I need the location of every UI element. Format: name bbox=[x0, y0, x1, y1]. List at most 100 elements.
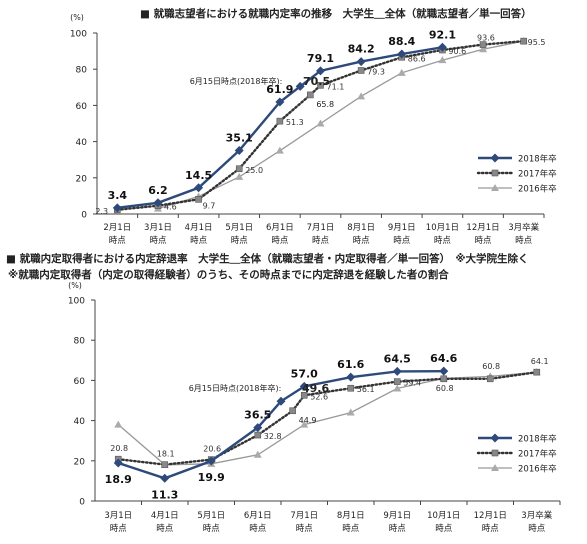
chart1-point-2017年卒 bbox=[276, 117, 284, 125]
chart2-point-2016年卒 bbox=[393, 384, 402, 392]
chart1-data-label-2017年卒: 79.3 bbox=[367, 67, 385, 76]
chart1-data-label-2018年卒: 92.1 bbox=[429, 28, 456, 41]
chart1-point-2017年卒 bbox=[235, 165, 243, 173]
chart2-annotation-value: 49.6 bbox=[302, 382, 329, 395]
chart1-point-2016年卒 bbox=[357, 92, 366, 100]
chart1-data-label-2018年卒: 61.9 bbox=[266, 83, 293, 96]
chart2-point-2018年卒 bbox=[160, 473, 170, 483]
chart2-data-label-2017年卒: 18.1 bbox=[157, 450, 175, 459]
chart2-point-2017年卒 bbox=[347, 384, 355, 392]
chart1-data-label-2017年卒: 2.3 bbox=[95, 207, 108, 216]
chart1-point-2018年卒 bbox=[356, 57, 366, 67]
chart1-point-2018年卒 bbox=[234, 145, 244, 155]
chart1-y-tick-label: 20 bbox=[76, 174, 88, 184]
chart2-x-tick-label: 9月1日 bbox=[383, 511, 411, 521]
chart2-x-tick-label: 時点 bbox=[435, 524, 453, 534]
chart2-point-2016年卒 bbox=[300, 420, 309, 428]
chart1-data-label-2018年卒: 88.4 bbox=[388, 35, 415, 48]
chart1-x-tick-label: 時点 bbox=[149, 236, 167, 246]
chart1-legend-label-2018年卒: 2018年卒 bbox=[518, 154, 557, 165]
chart2-y-tick-label: 80 bbox=[74, 337, 86, 347]
chart2-x-tick-label: 時点 bbox=[203, 524, 221, 534]
chart1-point-2016年卒 bbox=[235, 172, 244, 180]
chart1-x-tick-label: 時点 bbox=[353, 236, 371, 246]
chart2-x-tick-label: 5月1日 bbox=[197, 511, 225, 521]
chart1-point-2018年卒 bbox=[295, 81, 305, 91]
chart2-point-2016年卒 bbox=[114, 420, 123, 428]
chart2-data-label-2017年卒: 60.8 bbox=[482, 362, 500, 371]
chart1-data-label-2017年卒: 90.6 bbox=[448, 47, 466, 56]
chart1-data-label-2017年卒: 93.6 bbox=[477, 34, 495, 43]
chart2-y-tick-label: 40 bbox=[74, 417, 86, 427]
chart2-point-2018年卒 bbox=[253, 423, 263, 433]
chart1-x-tick-label: 時点 bbox=[231, 236, 249, 246]
chart1-point-2016年卒 bbox=[316, 119, 325, 127]
chart2-series-line-2016年卒 bbox=[117, 371, 537, 466]
chart1-point-2018年卒 bbox=[112, 203, 122, 213]
chart1-x-tick-label: 時点 bbox=[190, 236, 208, 246]
chart2-point-2018年卒 bbox=[392, 366, 402, 376]
chart1-series-line-2017年卒 bbox=[116, 39, 525, 211]
chart2-y-tick-label: 0 bbox=[79, 498, 85, 508]
chart1-data-label-2018年卒: 79.1 bbox=[307, 52, 334, 65]
chart2-x-tick-label: 時点 bbox=[482, 524, 500, 534]
chart1-data-label-2018年卒: 3.4 bbox=[108, 189, 128, 202]
chart2-x-tick-label: 8月1日 bbox=[337, 511, 365, 521]
chart2-point-2017年卒 bbox=[300, 391, 308, 399]
chart2-point-2018年卒 bbox=[113, 458, 123, 468]
chart1-legend-marker-2016年卒 bbox=[491, 184, 499, 191]
chart1-y-tick-label: 40 bbox=[76, 138, 88, 148]
chart1-x-tick-label: 時点 bbox=[393, 236, 411, 246]
chart2-x-tick-label: 12月1日 bbox=[474, 511, 507, 521]
chart1-x-tick-label: 8月1日 bbox=[347, 223, 375, 233]
chart2-point-2017年卒 bbox=[254, 431, 262, 439]
chart2-data-label-2018年卒: 64.6 bbox=[430, 352, 457, 365]
chart1-data-label-extra-2017年卒: 65.8 bbox=[316, 100, 334, 109]
chart2-point-2016年卒 bbox=[253, 450, 262, 458]
chart2-data-label-2018年卒: 61.6 bbox=[337, 358, 364, 371]
chart1-data-label-2017年卒: 51.3 bbox=[286, 118, 304, 127]
chart1-point-2017年卒 bbox=[479, 41, 487, 48]
chart2-data-label-2017年卒: 32.8 bbox=[264, 432, 282, 441]
chart2-x-tick-label: 6月1日 bbox=[244, 511, 272, 521]
chart1-x-tick-label: 時点 bbox=[271, 236, 289, 246]
chart1-x-tick-label: 3月卒業 bbox=[508, 222, 539, 233]
chart1-x-tick-label: 時点 bbox=[312, 236, 330, 246]
chart2-data-label-extra-2017年卒: 44.9 bbox=[299, 416, 317, 425]
chart2-point-2017年卒 bbox=[440, 375, 448, 383]
chart1-x-tick-label: 3月1日 bbox=[144, 223, 172, 233]
chart2-x-tick-label: 時点 bbox=[296, 524, 314, 534]
chart2-data-label-2018年卒: 64.5 bbox=[384, 352, 411, 365]
chart2-y-tick-label: 100 bbox=[68, 297, 85, 307]
chart2-point-2018年卒 bbox=[346, 372, 356, 382]
chart1-y-tick-label: 60 bbox=[76, 102, 88, 112]
chart1-x-tick-label: 時点 bbox=[515, 236, 533, 246]
chart2-point-2017年卒 bbox=[289, 407, 296, 415]
chart1-y-tick-label: 80 bbox=[76, 66, 88, 76]
chart2-subtitle: ※就職内定取得者（内定の取得経験者）のうち、その時点までに内定辞退を経験した者の… bbox=[8, 268, 449, 281]
chart2-data-label-2017年卒: 20.6 bbox=[203, 445, 221, 454]
chart1-data-label-2017年卒: 86.6 bbox=[408, 54, 426, 63]
chart1-annotation: 6月15日時点(2018年卒): bbox=[190, 76, 283, 86]
chart2-point-2017年卒 bbox=[486, 375, 494, 383]
chart2-legend-label-2017年卒: 2017年卒 bbox=[518, 449, 557, 460]
chart1-x-tick-label: 時点 bbox=[109, 236, 127, 246]
chart1-point-2016年卒 bbox=[479, 45, 488, 53]
chart1-data-label-2018年卒: 84.2 bbox=[348, 43, 375, 56]
chart2-legend-label-2016年卒: 2016年卒 bbox=[518, 464, 557, 475]
chart2-point-2018年卒 bbox=[299, 381, 309, 391]
chart2-x-tick-label: 3月卒業 bbox=[521, 510, 552, 521]
chart1-point-2018年卒 bbox=[275, 97, 285, 107]
chart2-annotation: 6月15日時点(2018年卒): bbox=[189, 383, 282, 393]
chart1-series-line-2018年卒 bbox=[117, 46, 443, 209]
chart1-title: ■ 就職志望者における就職内定率の推移 大学生＿全体（就職志望者／単一回答） bbox=[140, 7, 532, 20]
chart1-point-2018年卒 bbox=[397, 49, 407, 59]
chart2-title: ■ 就職内定取得者における内定辞退率 大学生＿全体（就職志望者・内定取得者／単一… bbox=[6, 252, 529, 265]
chart1-legend-marker-2018年卒 bbox=[490, 153, 500, 163]
chart1-point-2017年卒 bbox=[520, 37, 527, 45]
chart1-data-label-2018年卒: 6.2 bbox=[148, 184, 168, 197]
chart1-point-2016年卒 bbox=[438, 56, 447, 64]
chart1-x-tick-label: 12月1日 bbox=[466, 223, 499, 233]
chart1-x-tick-label: 5月1日 bbox=[225, 223, 253, 233]
